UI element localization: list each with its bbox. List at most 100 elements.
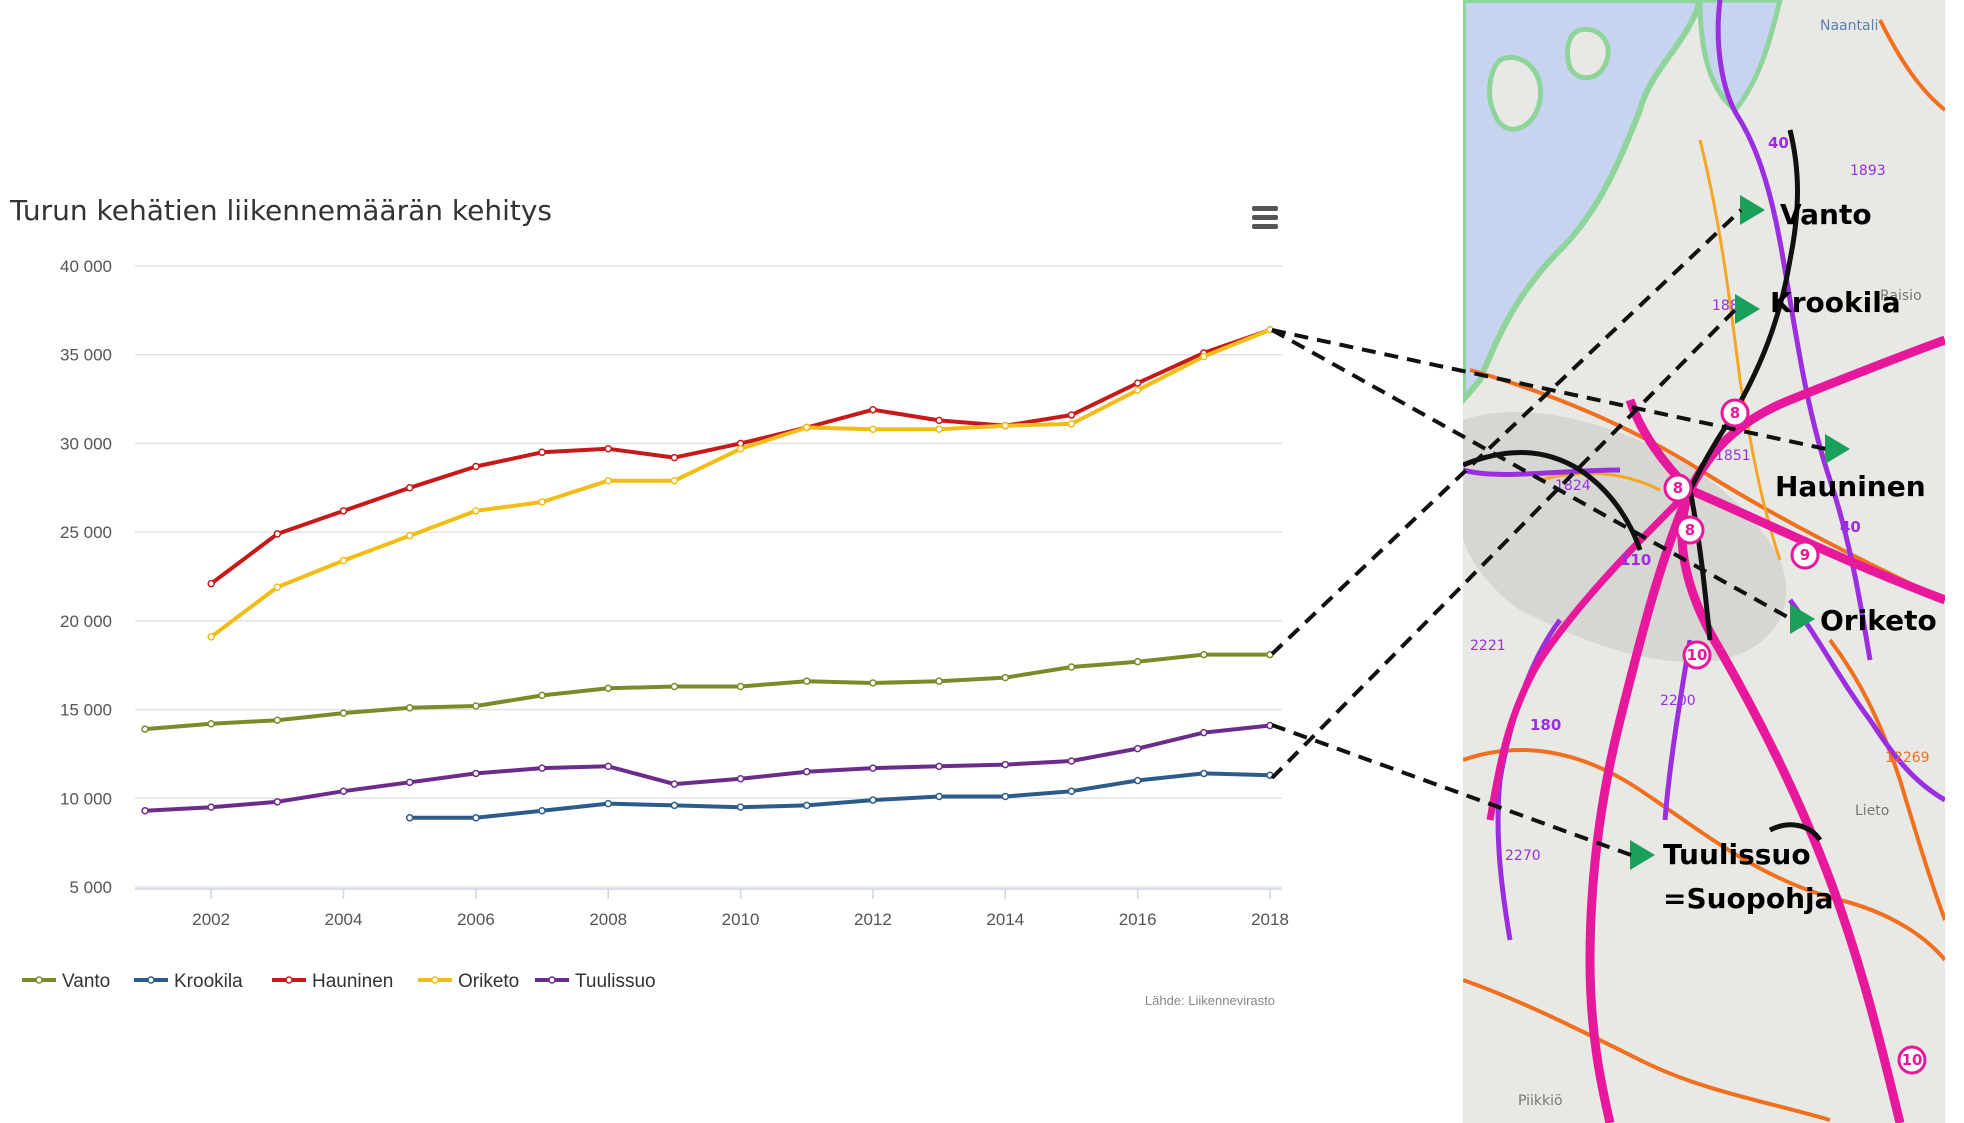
connector-oriketo — [1271, 328, 1792, 621]
data-point[interactable] — [670, 453, 679, 462]
data-point[interactable] — [339, 507, 348, 515]
data-point[interactable] — [935, 425, 943, 433]
data-point[interactable] — [869, 425, 877, 433]
legend-item-tuulissuo[interactable]: Tuulissuo — [535, 971, 656, 992]
data-point[interactable] — [339, 709, 348, 717]
data-point[interactable] — [141, 806, 149, 815]
data-point[interactable] — [803, 423, 811, 432]
legend-marker — [431, 976, 439, 984]
data-point[interactable] — [405, 778, 414, 787]
data-point[interactable] — [273, 798, 282, 806]
data-point[interactable] — [935, 677, 943, 685]
data-point[interactable] — [604, 762, 612, 771]
data-point[interactable] — [869, 764, 877, 772]
data-point[interactable] — [1133, 657, 1142, 666]
series-lines — [141, 326, 1274, 822]
data-point[interactable] — [1001, 421, 1010, 430]
y-axis-ticks: 5 000 10 000 15 000 20 000 25 000 30 000 35 00… — [60, 257, 112, 897]
map-label-hauninen: Hauninen — [1775, 470, 1926, 503]
data-point[interactable] — [736, 803, 745, 811]
data-point[interactable] — [604, 684, 612, 693]
data-point[interactable] — [339, 556, 348, 565]
data-point[interactable] — [1200, 728, 1208, 737]
data-point[interactable] — [472, 769, 480, 778]
data-point[interactable] — [472, 702, 480, 710]
marker-tuulissuo — [1630, 840, 1655, 870]
road-number-label: 40 — [1840, 518, 1861, 536]
data-point[interactable] — [803, 801, 811, 810]
data-point[interactable] — [935, 416, 943, 425]
data-point[interactable] — [405, 531, 414, 540]
legend-item-oriketo[interactable]: Oriketo — [418, 971, 519, 992]
data-point[interactable] — [1001, 673, 1010, 682]
data-point[interactable] — [869, 405, 877, 414]
legend-item-vanto[interactable]: Vanto — [22, 971, 110, 992]
x-tick-label: 2002 — [192, 910, 230, 929]
data-point[interactable] — [803, 677, 811, 685]
data-point[interactable] — [472, 814, 480, 822]
data-point[interactable] — [1067, 411, 1076, 419]
data-point[interactable] — [1133, 776, 1142, 785]
data-point[interactable] — [207, 803, 215, 811]
series-line — [209, 328, 1271, 639]
map-highway — [1677, 335, 1945, 653]
data-point[interactable] — [869, 796, 877, 804]
y-tick-label: 20 000 — [60, 612, 112, 631]
road-number-label: 1851 — [1715, 448, 1751, 464]
data-point[interactable] — [1067, 663, 1076, 671]
data-point[interactable] — [1133, 379, 1142, 387]
data-point[interactable] — [405, 704, 414, 712]
data-point[interactable] — [1001, 792, 1010, 801]
data-point[interactable] — [670, 476, 679, 485]
data-point[interactable] — [670, 780, 679, 788]
data-point[interactable] — [736, 445, 745, 453]
data-point[interactable] — [538, 448, 546, 457]
data-point[interactable] — [1133, 744, 1142, 753]
data-point[interactable] — [803, 767, 811, 776]
legend-item-hauninen[interactable]: Hauninen — [272, 971, 393, 992]
data-point[interactable] — [472, 462, 480, 471]
y-tick-label: 15 000 — [60, 701, 112, 720]
map-main-road — [1463, 467, 1621, 477]
data-point[interactable] — [736, 682, 745, 691]
legend-item-krookila[interactable]: Krookila — [134, 971, 243, 992]
data-point[interactable] — [670, 801, 679, 810]
data-point[interactable] — [1067, 420, 1076, 428]
data-point[interactable] — [405, 814, 414, 822]
data-point[interactable] — [604, 445, 612, 453]
data-point[interactable] — [1200, 352, 1208, 361]
data-point[interactable] — [869, 679, 877, 687]
data-point[interactable] — [1200, 769, 1208, 778]
data-point[interactable] — [141, 725, 149, 733]
data-point[interactable] — [339, 787, 348, 795]
data-point[interactable] — [670, 682, 679, 691]
data-point[interactable] — [604, 476, 612, 485]
data-point[interactable] — [935, 762, 943, 771]
data-point[interactable] — [538, 498, 546, 506]
data-point[interactable] — [538, 764, 546, 772]
data-point[interactable] — [604, 799, 612, 808]
data-point[interactable] — [1001, 760, 1010, 769]
road-number-label: 1893 — [1850, 163, 1886, 179]
data-point[interactable] — [935, 792, 943, 801]
data-point[interactable] — [207, 579, 215, 588]
data-point[interactable] — [405, 484, 414, 492]
data-point[interactable] — [538, 806, 546, 815]
data-point[interactable] — [273, 583, 282, 591]
map-main-road — [1715, 0, 1873, 661]
data-point[interactable] — [273, 530, 282, 538]
data-point[interactable] — [736, 775, 745, 783]
data-point[interactable] — [1200, 650, 1208, 659]
data-point[interactable] — [1133, 386, 1142, 394]
data-point[interactable] — [1067, 787, 1076, 795]
data-point[interactable] — [207, 720, 215, 728]
data-point[interactable] — [472, 507, 480, 515]
data-point[interactable] — [273, 716, 282, 724]
x-tick-label: 2008 — [589, 910, 627, 929]
y-tick-label: 25 000 — [60, 523, 112, 542]
data-point[interactable] — [207, 633, 215, 641]
data-point[interactable] — [1067, 757, 1076, 765]
hamburger-menu-icon[interactable] — [1252, 206, 1278, 229]
data-point[interactable] — [538, 691, 546, 700]
